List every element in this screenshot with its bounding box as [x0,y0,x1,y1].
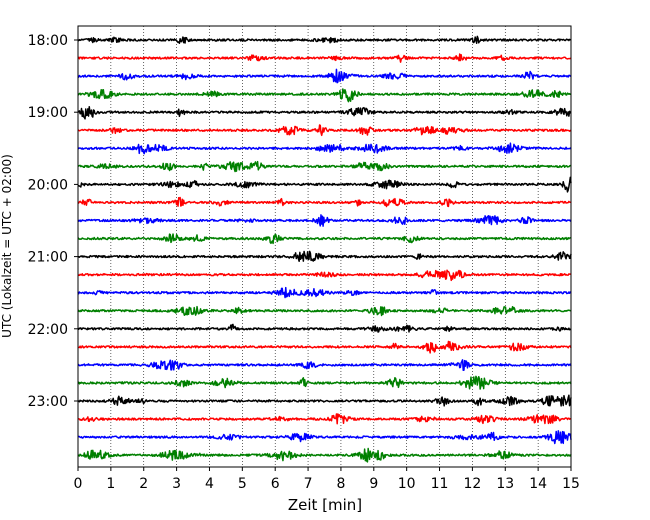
y-tick-label: 22:00 [28,322,68,338]
x-tick-label: 7 [304,476,313,492]
x-axis-label: Zeit [min] [288,496,362,514]
x-tick-label: 14 [529,476,547,492]
trace-2000 [77,176,572,193]
trace-1900 [77,105,572,120]
x-tick-label: 9 [369,476,378,492]
trace-1815 [77,53,572,63]
trace-2315 [77,413,572,425]
x-axis-ticks: 0 1 2 3 4 5 6 7 8 9 10 11 12 13 14 15 [74,467,580,492]
x-tick-label: 6 [271,476,280,492]
trace-1945 [77,160,572,173]
y-axis-label: UTC (Lokalzeit = UTC + 02:00) [0,154,14,338]
trace-2330 [77,430,572,445]
trace-2015 [77,196,572,208]
x-tick-label: 0 [74,476,83,492]
x-tick-label: 2 [139,476,148,492]
trace-2345 [77,447,572,463]
y-tick-label: 23:00 [28,394,68,410]
x-tick-label: 4 [205,476,214,492]
trace-2100 [77,250,572,263]
trace-1915 [77,124,572,137]
trace-2045 [77,233,572,245]
x-tick-label: 5 [238,476,247,492]
trace-2115 [77,269,572,282]
y-tick-label: 20:00 [28,177,68,193]
y-tick-label: 19:00 [28,105,68,121]
x-tick-label: 1 [106,476,115,492]
trace-1930 [77,142,572,155]
plot-frame [77,25,572,468]
x-tick-label: 3 [172,476,181,492]
y-tick-label: 18:00 [28,33,68,49]
x-tick-label: 11 [431,476,449,492]
trace-2230 [77,359,572,372]
trace-2245 [77,375,572,390]
x-tick-label: 15 [562,476,580,492]
trace-2130 [77,286,572,299]
trace-1845 [77,88,572,103]
trace-2200 [77,323,572,333]
trace-2030 [77,214,572,227]
y-tick-label: 21:00 [28,250,68,266]
trace-2215 [77,340,572,354]
trace-2300 [77,394,572,407]
x-tick-label: 12 [463,476,481,492]
x-tick-label: 10 [398,476,416,492]
trace-1800 [77,35,572,45]
trace-1830 [77,68,572,84]
y-axis-ticks: 18:00 19:00 20:00 21:00 22:00 23:00 [28,33,78,410]
trace-2145 [77,305,572,317]
x-tick-label: 8 [336,476,345,492]
seismic-traces [77,35,572,463]
x-tick-label: 13 [496,476,514,492]
